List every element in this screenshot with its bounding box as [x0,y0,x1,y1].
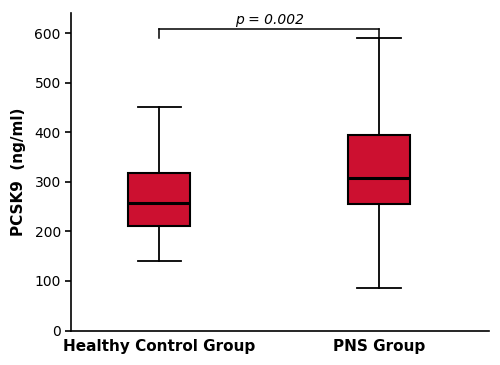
Y-axis label: PCSK9  (ng/ml): PCSK9 (ng/ml) [11,108,26,236]
FancyBboxPatch shape [348,135,410,204]
Text: p = 0.002: p = 0.002 [234,13,304,27]
FancyBboxPatch shape [128,173,190,226]
